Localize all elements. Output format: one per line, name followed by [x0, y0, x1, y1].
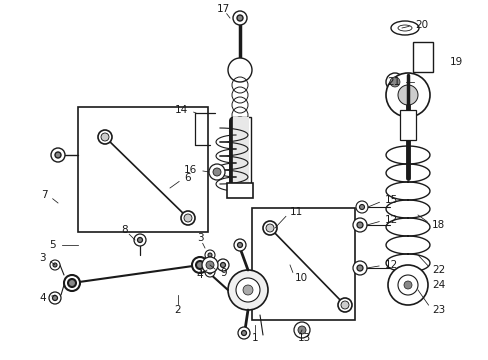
- Circle shape: [238, 327, 249, 339]
- Circle shape: [137, 238, 142, 243]
- Text: 4: 4: [196, 270, 203, 280]
- Circle shape: [234, 239, 245, 251]
- Circle shape: [387, 265, 427, 305]
- Bar: [251, 208, 354, 320]
- Circle shape: [183, 214, 192, 222]
- Circle shape: [385, 73, 403, 91]
- Circle shape: [207, 253, 212, 257]
- Circle shape: [237, 243, 242, 248]
- Circle shape: [227, 58, 251, 82]
- Text: 4: 4: [40, 293, 46, 303]
- Text: 23: 23: [431, 305, 445, 315]
- Text: 11: 11: [289, 207, 303, 217]
- Bar: [232, 117, 248, 187]
- Text: 20: 20: [414, 20, 427, 30]
- Circle shape: [49, 292, 61, 304]
- Circle shape: [213, 168, 221, 176]
- Circle shape: [53, 263, 57, 267]
- Circle shape: [184, 215, 191, 221]
- Text: 8: 8: [122, 225, 128, 235]
- Text: 7: 7: [41, 190, 48, 200]
- Circle shape: [385, 73, 429, 117]
- Circle shape: [359, 204, 364, 210]
- Text: 9: 9: [220, 268, 226, 278]
- Circle shape: [227, 270, 267, 310]
- Text: 18: 18: [431, 220, 445, 230]
- Circle shape: [297, 326, 305, 334]
- Circle shape: [266, 225, 272, 231]
- Circle shape: [237, 15, 243, 21]
- Text: 21: 21: [386, 77, 399, 87]
- Circle shape: [51, 148, 65, 162]
- Circle shape: [68, 279, 76, 287]
- Circle shape: [389, 77, 399, 87]
- Circle shape: [340, 301, 348, 309]
- Bar: [399, 110, 415, 140]
- Text: 14: 14: [174, 105, 187, 115]
- Circle shape: [50, 260, 60, 270]
- Circle shape: [102, 134, 108, 140]
- Circle shape: [403, 281, 411, 289]
- Circle shape: [196, 261, 203, 269]
- Circle shape: [341, 302, 347, 308]
- Circle shape: [397, 85, 417, 105]
- Circle shape: [181, 211, 195, 225]
- Circle shape: [356, 265, 362, 271]
- Ellipse shape: [390, 21, 418, 35]
- Text: 10: 10: [294, 273, 307, 283]
- Circle shape: [52, 296, 58, 301]
- Circle shape: [192, 257, 207, 273]
- Text: 12: 12: [384, 260, 397, 270]
- Text: 15: 15: [384, 195, 397, 205]
- Circle shape: [205, 261, 214, 269]
- Text: 19: 19: [449, 57, 462, 67]
- Circle shape: [204, 267, 215, 277]
- Circle shape: [202, 257, 218, 273]
- Circle shape: [98, 130, 112, 144]
- Circle shape: [355, 201, 367, 213]
- Circle shape: [337, 298, 351, 312]
- Circle shape: [208, 164, 224, 180]
- Circle shape: [265, 224, 273, 232]
- Circle shape: [241, 330, 246, 336]
- Circle shape: [352, 218, 366, 232]
- Bar: [412, 42, 432, 72]
- Circle shape: [220, 262, 225, 267]
- Text: 6: 6: [183, 173, 190, 183]
- Text: 3: 3: [40, 253, 46, 263]
- Circle shape: [236, 278, 260, 302]
- Text: 17: 17: [216, 4, 229, 14]
- Text: 5: 5: [49, 240, 56, 250]
- Circle shape: [232, 11, 246, 25]
- Circle shape: [55, 152, 61, 158]
- Text: 2: 2: [174, 305, 181, 315]
- Circle shape: [243, 285, 252, 295]
- Bar: [226, 183, 252, 198]
- Text: 12: 12: [384, 215, 397, 225]
- Circle shape: [204, 250, 215, 260]
- Circle shape: [101, 133, 109, 141]
- Circle shape: [397, 275, 417, 295]
- Circle shape: [352, 261, 366, 275]
- Text: 16: 16: [183, 165, 197, 175]
- Circle shape: [263, 221, 276, 235]
- Text: 24: 24: [431, 280, 445, 290]
- Circle shape: [134, 234, 146, 246]
- Bar: [230, 117, 250, 187]
- Bar: [78, 107, 207, 232]
- Circle shape: [356, 222, 362, 228]
- Circle shape: [293, 322, 309, 338]
- Text: 1: 1: [251, 333, 258, 343]
- Text: 13: 13: [297, 333, 311, 343]
- Circle shape: [217, 259, 228, 271]
- Text: 3: 3: [196, 233, 203, 243]
- Circle shape: [64, 275, 80, 291]
- Circle shape: [207, 270, 212, 274]
- Text: 22: 22: [431, 265, 445, 275]
